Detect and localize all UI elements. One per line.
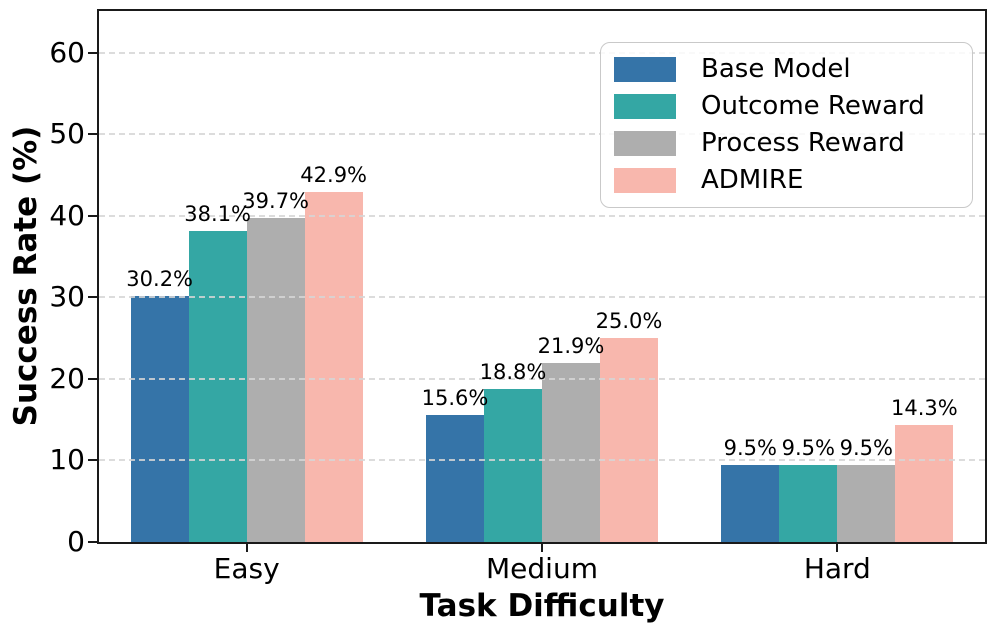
y-tick-label: 50 <box>49 117 85 151</box>
y-tick-label: 10 <box>49 443 85 477</box>
bar-process-reward-medium <box>542 363 600 542</box>
y-tick-mark <box>88 133 97 136</box>
y-tick-mark <box>88 51 97 54</box>
bar-value-label: 18.8% <box>479 359 547 384</box>
x-tick-mark <box>541 544 543 552</box>
legend-swatch <box>614 57 676 82</box>
bar-process-reward-hard <box>837 464 896 542</box>
bar-outcome-reward-hard <box>779 464 838 542</box>
legend-label: ADMIRE <box>701 165 804 195</box>
legend-label: Outcome Reward <box>701 91 925 121</box>
bar-value-label: 14.3% <box>890 396 958 421</box>
legend-swatch <box>614 94 676 119</box>
y-tick-label: 0 <box>67 525 85 558</box>
y-tick-mark <box>88 377 97 380</box>
bar-value-label: 15.6% <box>421 385 489 410</box>
x-tick-label-easy: Easy <box>213 552 280 585</box>
bar-admire-easy <box>304 192 363 542</box>
bar-value-label: 21.9% <box>537 334 605 359</box>
bar-process-reward-easy <box>246 218 305 542</box>
y-tick-mark <box>88 296 97 299</box>
bar-value-label: 9.5% <box>723 435 778 460</box>
bar-outcome-reward-medium <box>484 388 542 542</box>
bar-value-label: 25.0% <box>595 309 663 334</box>
bar-value-label: 39.7% <box>242 189 310 214</box>
bar-value-label: 30.2% <box>126 266 194 291</box>
legend-item-process-reward: Process Reward <box>614 125 962 162</box>
legend-item-base-model: Base Model <box>614 51 962 88</box>
legend-item-outcome-reward: Outcome Reward <box>614 88 962 125</box>
y-tick-label: 40 <box>49 198 85 232</box>
x-tick-mark <box>245 544 248 552</box>
bar-value-label: 38.1% <box>184 202 252 227</box>
bar-outcome-reward-easy <box>188 231 247 542</box>
bar-value-label: 42.9% <box>300 163 368 188</box>
x-axis-label: Task Difficulty <box>419 588 665 624</box>
bar-value-label: 9.5% <box>781 435 836 460</box>
legend-swatch <box>614 131 676 156</box>
legend: Base Model Outcome Reward Process Reward AD… <box>600 42 973 208</box>
x-tick-label-medium: Medium <box>486 552 598 585</box>
x-tick-mark <box>836 544 839 552</box>
bar-base-model-hard <box>721 464 780 542</box>
bar-admire-medium <box>600 338 658 542</box>
bar-admire-hard <box>895 425 954 542</box>
legend-item-admire: ADMIRE <box>614 162 962 199</box>
y-tick-label: 30 <box>49 280 85 314</box>
y-tick-mark <box>88 459 97 462</box>
legend-label: Base Model <box>701 54 851 84</box>
bar-base-model-medium <box>426 414 484 542</box>
y-tick-label: 20 <box>49 361 85 395</box>
y-tick-mark <box>88 214 97 217</box>
bar-base-model-easy <box>130 295 189 542</box>
y-tick-mark <box>88 541 97 543</box>
legend-swatch <box>614 168 676 193</box>
x-tick-label-hard: Hard <box>803 552 871 585</box>
legend-label: Process Reward <box>701 128 905 158</box>
y-tick-label: 60 <box>49 35 85 69</box>
bar-value-label: 9.5% <box>839 435 894 460</box>
